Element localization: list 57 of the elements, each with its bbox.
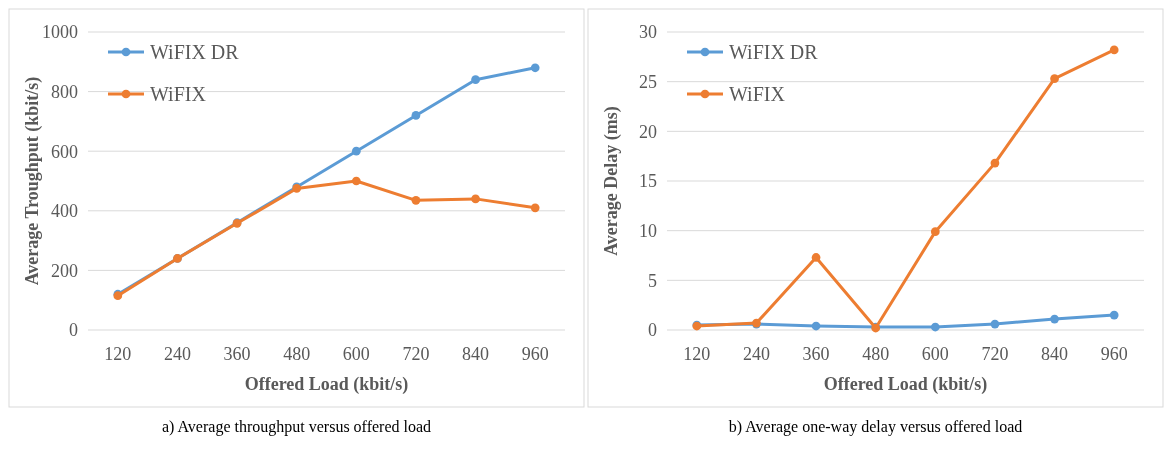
x-tick-label: 480 <box>862 344 890 364</box>
point <box>990 319 1000 329</box>
x-tick-label: 840 <box>462 344 490 364</box>
point <box>351 176 361 186</box>
y-tick-label: 0 <box>648 320 657 341</box>
point <box>411 111 421 120</box>
y-tick-label: 800 <box>51 81 78 102</box>
y-tick-label: 400 <box>51 201 78 222</box>
point <box>990 158 1000 168</box>
y-tick-label: 1000 <box>42 22 78 43</box>
x-tick-label: 360 <box>223 344 251 364</box>
point <box>530 63 540 73</box>
x-tick-label: 120 <box>104 344 132 364</box>
legend-label: WiFIX <box>150 83 207 105</box>
x-tick-label: 840 <box>1041 344 1069 364</box>
point <box>1050 314 1059 324</box>
x-axis-title: Offered Load (kbit/s) <box>244 374 409 395</box>
point <box>1050 74 1059 84</box>
point <box>1109 45 1119 55</box>
text: b) Average one-way delay versus offered load <box>728 418 1023 436</box>
x-tick-label: 600 <box>921 344 949 364</box>
x-tick-label: 360 <box>802 344 830 364</box>
y-tick-label: 30 <box>639 22 657 43</box>
x-axis-title: Offered Load (kbit/s) <box>823 374 988 395</box>
x-tick-label: 120 <box>683 344 711 364</box>
point <box>811 253 821 262</box>
point <box>1109 310 1119 320</box>
point <box>530 203 540 213</box>
x-tick-label: 960 <box>1100 344 1128 364</box>
point <box>471 194 480 204</box>
x-tick-label: 960 <box>521 344 549 364</box>
point <box>930 227 940 237</box>
y-tick-label: 20 <box>639 121 657 142</box>
y-axis-title: Average Troughput (kbit/s) <box>22 76 43 286</box>
point <box>351 146 361 156</box>
point <box>811 321 821 331</box>
text: a) Average throughput versus offered load <box>161 418 432 436</box>
legend-label: WiFIX <box>729 83 786 105</box>
y-tick-label: 5 <box>648 270 657 291</box>
legend-label: WiFIX DR <box>729 41 819 63</box>
x-tick-label: 480 <box>283 344 311 364</box>
y-tick-label: 200 <box>51 260 78 281</box>
y-tick-label: 15 <box>639 171 657 192</box>
point <box>471 75 480 85</box>
y-tick-label: 10 <box>639 220 657 241</box>
y-tick-label: 0 <box>69 320 78 341</box>
x-tick-label: 600 <box>342 344 370 364</box>
y-tick-label: 600 <box>51 141 78 162</box>
point <box>411 196 421 205</box>
x-tick-label: 720 <box>402 344 430 364</box>
x-tick-label: 240 <box>163 344 191 364</box>
legend-label: WiFIX DR <box>150 41 240 63</box>
point <box>930 322 940 332</box>
y-tick-label: 25 <box>639 71 657 92</box>
x-tick-label: 720 <box>981 344 1009 364</box>
x-tick-label: 240 <box>742 344 770 364</box>
y-axis-title: Average Delay (ms) <box>601 106 622 256</box>
